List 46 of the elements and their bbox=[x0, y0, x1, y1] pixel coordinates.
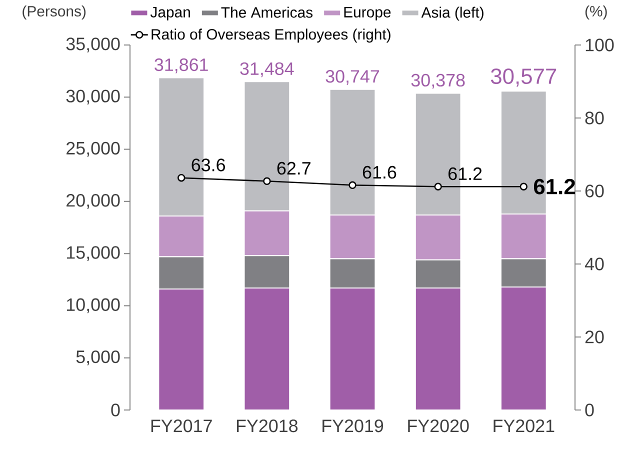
data-label: 61.6 bbox=[362, 166, 396, 179]
x-tick-label: FY2018 bbox=[236, 420, 298, 432]
y-tick-label: 5,000 bbox=[76, 350, 120, 366]
x-tick-label: FY2021 bbox=[494, 420, 554, 432]
y-axis-title: (Persons) bbox=[22, 6, 86, 20]
y2-tick-label: 60 bbox=[585, 184, 604, 198]
total-label: 30,378 bbox=[411, 74, 465, 89]
legend-label: The Americas bbox=[221, 6, 313, 18]
bar bbox=[158, 288, 205, 410]
point bbox=[434, 182, 442, 190]
y-tick-label: 30,000 bbox=[66, 90, 120, 105]
x-tick-label: FY2020 bbox=[408, 420, 469, 432]
y-tick-label: 35,000 bbox=[66, 38, 120, 52]
y2-tick-label: 80 bbox=[585, 112, 604, 124]
x-tick-label: FY2019 bbox=[322, 420, 384, 432]
y-tick-label: 10,000 bbox=[66, 298, 120, 314]
y-tick-label: 25,000 bbox=[66, 142, 120, 157]
total-label: 31,861 bbox=[154, 58, 208, 74]
y2-tick-label: 20 bbox=[585, 330, 604, 344]
y2-tick-label: 40 bbox=[584, 258, 604, 270]
y2-tick-label: 0 bbox=[585, 404, 594, 416]
data-label: 61.2 bbox=[448, 167, 482, 180]
x-tick-label: FY2017 bbox=[151, 420, 212, 432]
bar bbox=[414, 287, 462, 410]
legend-label: Asia (left) bbox=[421, 6, 484, 21]
data-label: 62.7 bbox=[277, 162, 310, 175]
y-tick-label: 15,000 bbox=[66, 246, 120, 261]
data-label: 63.6 bbox=[192, 158, 225, 172]
total-label: 30,747 bbox=[326, 70, 380, 85]
point bbox=[178, 174, 186, 182]
data-label: 61.2 bbox=[534, 178, 575, 194]
point bbox=[520, 182, 528, 190]
y-tick-label: 20,000 bbox=[66, 194, 120, 209]
total-label: 30,577 bbox=[490, 68, 556, 87]
bar bbox=[244, 287, 290, 410]
point bbox=[263, 177, 271, 185]
y2-tick-label: 100 bbox=[586, 38, 614, 52]
y-tick-label: 0 bbox=[111, 404, 120, 416]
y2-axis-title: (%) bbox=[585, 6, 607, 20]
bar bbox=[329, 287, 376, 410]
point bbox=[348, 181, 356, 190]
legend-label: Europe bbox=[344, 7, 391, 20]
legend-label: Japan bbox=[150, 7, 190, 20]
legend-label: Ratio of Overseas Employees (right) bbox=[152, 28, 390, 43]
bar bbox=[500, 286, 547, 410]
total-label: 31,484 bbox=[240, 62, 294, 78]
